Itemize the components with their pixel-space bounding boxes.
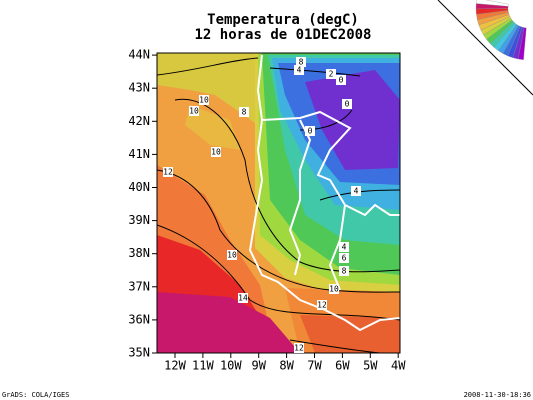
contour-label: 8 <box>242 108 247 117</box>
contour-label: 4 <box>297 66 302 75</box>
lat-label: 43N <box>128 81 150 95</box>
contour-label: 12 <box>294 344 304 353</box>
contour-label: 2 <box>329 70 334 79</box>
contour-label-bg <box>339 242 349 252</box>
subtitle: 12 horas de 01DEC2008 <box>194 27 371 43</box>
contour-label: 12 <box>163 168 173 177</box>
contour-label: 10 <box>189 107 199 116</box>
color-bar <box>475 0 527 60</box>
contour-label: 0 <box>339 76 344 85</box>
contour-label-bg <box>189 106 199 116</box>
lon-label: 12W <box>164 359 186 373</box>
contour-label: 0 <box>308 127 313 136</box>
contour-label-bg <box>239 107 249 117</box>
contour-label-bg <box>305 126 315 136</box>
contour-label: 10 <box>329 285 339 294</box>
contour-label-bg <box>339 266 349 276</box>
lon-label: 8W <box>279 359 294 373</box>
contour-label-bg <box>238 293 248 303</box>
lat-label: 36N <box>128 312 150 326</box>
contour-label: 10 <box>227 251 237 260</box>
contour-label-bg <box>163 167 173 177</box>
contour-label: 10 <box>199 96 209 105</box>
contour-label-bg <box>342 99 352 109</box>
lat-label: 44N <box>128 48 150 62</box>
lat-label: 35N <box>128 346 150 360</box>
contour-label: 8 <box>342 267 347 276</box>
contour-label: 6 <box>342 254 347 263</box>
contour-label-bg <box>326 69 336 79</box>
contour-label: 14 <box>238 294 248 303</box>
contour-label-bg <box>336 75 346 85</box>
contour-label: 10 <box>211 148 221 157</box>
contour-label: 12 <box>317 301 327 310</box>
contour-label-bg <box>294 65 304 75</box>
contour-label-bg <box>294 343 304 353</box>
contour-label-bg <box>339 253 349 263</box>
footer-left: GrADS: COLA/IGES <box>2 391 69 399</box>
temperature-field <box>157 53 400 353</box>
contour-label-bg <box>296 57 306 67</box>
footer-right: 2008-11-30-18:36 <box>464 391 531 399</box>
lon-label: 11W <box>192 359 214 373</box>
plot-frame <box>156 52 401 354</box>
contour-label: 4 <box>342 243 347 252</box>
lon-label: 10W <box>220 359 242 373</box>
lon-label: 9W <box>251 359 266 373</box>
lon-label: 7W <box>307 359 322 373</box>
corner-line <box>437 0 533 96</box>
contour-label-bg <box>317 300 327 310</box>
lon-label: 6W <box>335 359 350 373</box>
lat-label: 40N <box>128 180 150 194</box>
contour-label: 8 <box>299 58 304 67</box>
lat-label: 39N <box>128 213 150 227</box>
lat-label: 38N <box>128 246 150 260</box>
contour-label: 4 <box>354 187 359 196</box>
fan-wedge <box>476 0 509 7</box>
contour-label-bg <box>329 284 339 294</box>
contour-label-bg <box>227 250 237 260</box>
contour-label-bg <box>211 147 221 157</box>
lon-label: 5W <box>363 359 378 373</box>
lon-label: 4W <box>391 359 406 373</box>
title: Temperatura (degC) <box>207 12 359 28</box>
contour-label: 0 <box>345 100 350 109</box>
lat-label: 41N <box>128 147 150 161</box>
contour-label-bg <box>199 95 209 105</box>
lat-label: 42N <box>128 114 150 128</box>
lat-label: 37N <box>128 279 150 293</box>
contour-label-bg <box>351 186 361 196</box>
